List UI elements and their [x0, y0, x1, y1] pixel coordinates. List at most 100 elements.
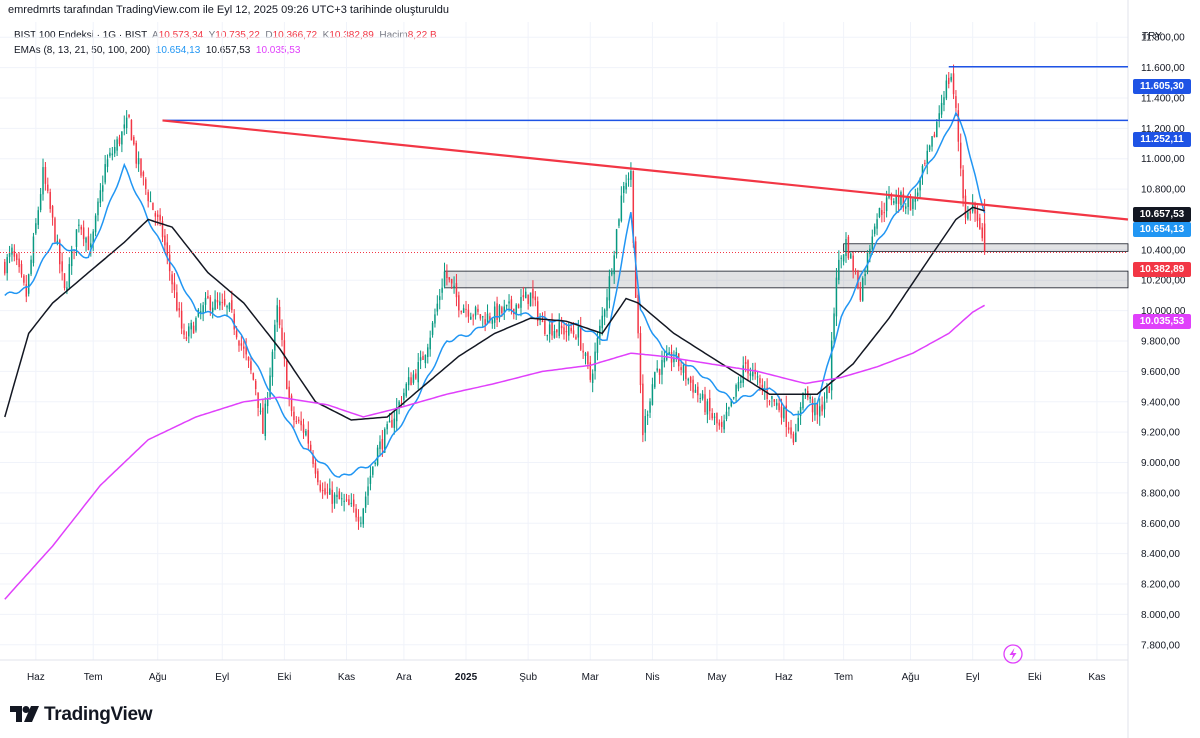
- candle-body: [744, 362, 747, 364]
- price-tag-11605: 11.605,30: [1133, 79, 1191, 94]
- candle-body: [61, 261, 63, 272]
- candle-body: [264, 403, 267, 437]
- candle: [823, 392, 826, 418]
- candle-body: [37, 210, 39, 225]
- candle-body: [823, 401, 826, 410]
- candle-body: [677, 353, 680, 367]
- x-tick-label: Tem: [84, 672, 103, 683]
- candle-body: [176, 292, 178, 311]
- candle: [840, 255, 842, 269]
- candle: [663, 350, 666, 368]
- candle-body: [39, 194, 42, 210]
- candle-body: [362, 508, 364, 525]
- candle: [113, 139, 116, 158]
- candle: [933, 131, 936, 138]
- candle-body: [828, 386, 831, 393]
- candle-body: [386, 424, 388, 430]
- low-value: 10.366,72: [272, 30, 318, 41]
- candle: [281, 319, 283, 347]
- candle-body: [787, 427, 790, 430]
- candle: [637, 287, 639, 339]
- candle: [687, 377, 690, 385]
- candle-body: [912, 199, 914, 209]
- candle: [618, 218, 620, 229]
- candle: [936, 119, 938, 138]
- candle: [928, 144, 931, 153]
- candle: [214, 290, 216, 311]
- candle: [23, 274, 25, 286]
- candle: [916, 187, 919, 202]
- candle-body: [568, 325, 570, 336]
- candle-body: [713, 416, 716, 418]
- tradingview-logo-icon: [10, 706, 39, 722]
- candle-body: [804, 389, 807, 391]
- candle-body: [4, 261, 6, 274]
- candle: [948, 71, 950, 89]
- candle: [517, 303, 520, 309]
- candle: [427, 343, 429, 364]
- candle-body: [591, 373, 594, 383]
- y-tick-label: 9.800,00: [1141, 337, 1180, 348]
- candle: [883, 202, 885, 222]
- candle-body: [221, 302, 223, 304]
- candle-body: [697, 386, 699, 396]
- candle-body: [818, 406, 821, 417]
- candle-body: [785, 405, 787, 428]
- candle-body: [321, 489, 324, 492]
- candle: [957, 103, 960, 152]
- candle: [560, 316, 563, 335]
- candle-body: [510, 299, 513, 310]
- candle: [216, 292, 219, 309]
- candle-body: [412, 374, 415, 383]
- candle: [563, 323, 565, 340]
- candle: [912, 196, 914, 216]
- y-tick-label: 8.800,00: [1141, 488, 1180, 499]
- ema-label[interactable]: EMAs (8, 13, 21, 50, 100, 200): [14, 45, 151, 56]
- candle-body: [128, 114, 130, 117]
- candle: [135, 140, 137, 169]
- candle: [496, 296, 498, 328]
- candle: [247, 356, 250, 368]
- candle-body: [324, 488, 326, 495]
- support-zone: [444, 270, 1129, 289]
- symbol-name[interactable]: BIST 100 Endeksi · 1G · BIST: [14, 30, 148, 41]
- candle: [106, 154, 109, 173]
- trend-line: [162, 119, 1129, 221]
- candle-body: [415, 373, 417, 379]
- candle-body: [493, 306, 496, 323]
- candle-body: [615, 229, 618, 255]
- candle: [367, 477, 369, 505]
- candle-body: [407, 377, 410, 386]
- candle-body: [393, 418, 396, 428]
- candle: [192, 321, 195, 334]
- price-tag-ema-magenta: 10.035,53: [1133, 314, 1191, 329]
- tradingview-logo[interactable]: TradingView: [10, 704, 153, 726]
- candle-body: [761, 384, 764, 389]
- candle-body: [352, 499, 355, 507]
- candle-body: [833, 313, 835, 340]
- candle: [821, 396, 823, 416]
- candle-body: [319, 484, 321, 491]
- x-tick-label: Haz: [775, 672, 793, 683]
- candle-body: [410, 377, 412, 386]
- candle: [630, 162, 632, 188]
- candle-body: [25, 284, 28, 297]
- candle-body: [658, 369, 661, 376]
- candle-body: [395, 407, 398, 422]
- candle-body: [142, 172, 145, 177]
- candle: [548, 320, 551, 343]
- candle-body: [233, 313, 235, 330]
- currency-label: TRY: [1142, 31, 1162, 42]
- y-tick-label: 8.400,00: [1141, 549, 1180, 560]
- candle-body: [541, 320, 544, 323]
- candle: [450, 278, 453, 289]
- candle-body: [427, 347, 429, 358]
- candle: [467, 304, 470, 323]
- candle: [140, 158, 142, 178]
- candle-body: [644, 415, 646, 433]
- candle: [627, 172, 630, 187]
- candle: [276, 297, 278, 332]
- candle: [642, 374, 644, 443]
- candle-body: [551, 321, 553, 336]
